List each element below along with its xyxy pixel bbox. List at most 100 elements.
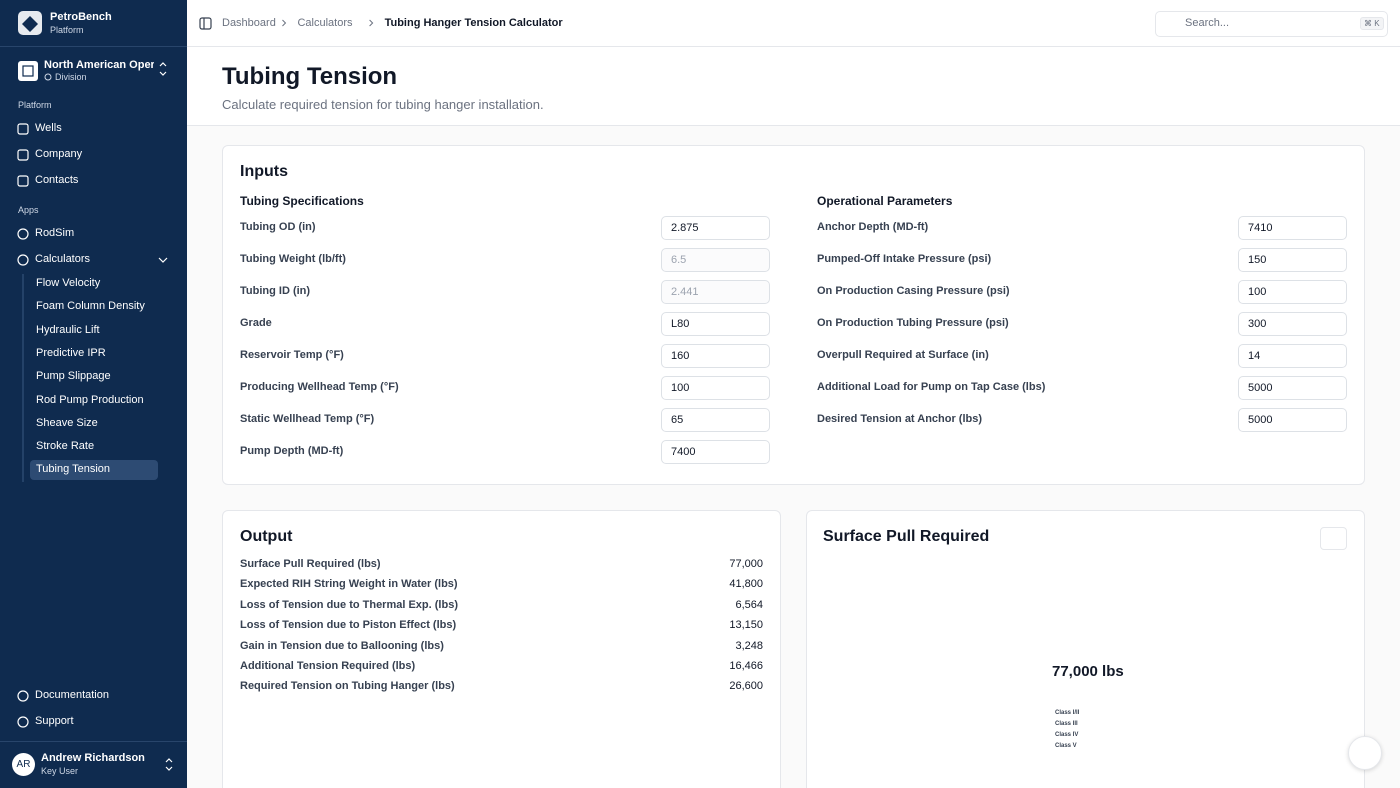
field-label: Anchor Depth (MD-ft) bbox=[817, 221, 929, 233]
text-input[interactable]: 14 bbox=[1238, 344, 1347, 368]
output-label: Loss of Tension due to Piston Effect (lb… bbox=[240, 619, 457, 632]
output-label: Expected RIH String Weight in Water (lbs… bbox=[240, 578, 458, 591]
output-value: 3,248 bbox=[735, 639, 763, 652]
field-label: Tubing Weight (lb/ft) bbox=[240, 253, 346, 265]
sub-nav-item[interactable]: Pump Slippage bbox=[36, 370, 111, 383]
brand-sub: Platform bbox=[50, 25, 84, 35]
search-box[interactable] bbox=[1155, 11, 1388, 37]
field-label: Static Wellhead Temp (°F) bbox=[240, 413, 375, 425]
field-label: Grade bbox=[240, 317, 272, 329]
sidebar-toggle bbox=[199, 17, 212, 30]
section-label: Apps bbox=[18, 205, 39, 215]
output-label: Loss of Tension due to Thermal Exp. (lbs… bbox=[240, 598, 458, 611]
group-title: Tubing Specifications bbox=[240, 194, 364, 208]
section-label: Platform bbox=[18, 100, 52, 110]
org-name: North American Opera bbox=[44, 59, 154, 71]
sub-nav-item[interactable]: Tubing Tension bbox=[36, 463, 110, 476]
select[interactable]: L80 bbox=[661, 312, 770, 336]
text-input[interactable]: 100 bbox=[1238, 280, 1347, 304]
output-label: Additional Tension Required (lbs) bbox=[240, 660, 416, 672]
text-input[interactable]: 100 bbox=[661, 376, 770, 400]
breadcrumb-sep bbox=[369, 19, 374, 27]
nav-item[interactable]: RodSim bbox=[35, 227, 75, 239]
card-title: Output bbox=[240, 528, 293, 545]
gauge-card bbox=[806, 510, 1365, 788]
nav-item[interactable]: Wells bbox=[35, 122, 62, 134]
nav-icon bbox=[17, 123, 29, 135]
field-label: Pump Depth (MD-ft) bbox=[240, 445, 344, 457]
sub-nav-item[interactable]: Stroke Rate bbox=[36, 440, 95, 453]
sub-nav-item[interactable]: Sheave Size bbox=[36, 416, 98, 429]
text-input[interactable]: 5000 bbox=[1238, 376, 1347, 400]
field-label: On Production Casing Pressure (psi) bbox=[817, 285, 1010, 297]
field-label: Producing Wellhead Temp (°F) bbox=[240, 381, 399, 393]
nav-item[interactable]: Company bbox=[35, 148, 83, 160]
divider bbox=[0, 46, 187, 47]
field-label: Desired Tension at Anchor (lbs) bbox=[817, 413, 983, 425]
field-label: Overpull Required at Surface (in) bbox=[817, 349, 989, 361]
text-input[interactable]: 7400 bbox=[661, 440, 770, 464]
nav-icon bbox=[17, 716, 29, 728]
org-sub: Division bbox=[55, 72, 87, 82]
text-input[interactable]: 300 bbox=[1238, 312, 1347, 336]
text-input[interactable]: 150 bbox=[1238, 248, 1347, 272]
text-input[interactable]: 160 bbox=[661, 344, 770, 368]
text-input[interactable]: 65 bbox=[661, 408, 770, 432]
breadcrumb[interactable]: Dashboard bbox=[222, 17, 276, 29]
legend-label: Class III bbox=[1055, 721, 1078, 727]
field-label: Tubing OD (in) bbox=[240, 221, 316, 233]
active-bg bbox=[30, 460, 158, 481]
brand-mark bbox=[22, 16, 38, 32]
user-role: Key User bbox=[41, 766, 79, 776]
gauge-reading: 77,000 lbs bbox=[1052, 663, 1124, 680]
org-icon bbox=[18, 61, 38, 81]
output-label: Required Tension on Tubing Hanger (lbs) bbox=[240, 680, 455, 693]
page-title: Tubing Tension bbox=[222, 63, 398, 90]
nav-item[interactable]: Calculators bbox=[35, 253, 91, 265]
sub-nav-item[interactable]: Predictive IPR bbox=[36, 346, 106, 359]
sub-nav-item[interactable]: Hydraulic Lift bbox=[36, 323, 100, 336]
output-value: 41,800 bbox=[729, 578, 763, 591]
text-input: 6.5 bbox=[661, 248, 770, 272]
legend-label: Class I/II bbox=[1055, 710, 1080, 716]
output-value: 16,466 bbox=[729, 660, 763, 672]
breadcrumb-sep bbox=[282, 19, 287, 27]
nav-icon bbox=[17, 254, 29, 266]
user-name: Andrew Richardson bbox=[41, 752, 145, 764]
topbar-divider bbox=[187, 46, 1400, 47]
nav-item[interactable]: Documentation bbox=[35, 689, 109, 701]
group-title: Operational Parameters bbox=[817, 194, 953, 208]
shortcut: ⌘ K bbox=[1360, 17, 1384, 30]
text-input: 2.441 bbox=[661, 280, 770, 304]
inputs-card bbox=[222, 145, 1365, 485]
search-placeholder: Search... bbox=[1185, 17, 1230, 29]
text-input[interactable]: 7410 bbox=[1238, 216, 1347, 240]
avatar: AR bbox=[12, 753, 35, 776]
field-label: Pumped-Off Intake Pressure (psi) bbox=[817, 253, 992, 265]
select[interactable]: 2.875 bbox=[661, 216, 770, 240]
output-label: Gain in Tension due to Ballooning (lbs) bbox=[240, 639, 444, 652]
output-value: 13,150 bbox=[729, 619, 763, 632]
nav-icon bbox=[17, 690, 29, 702]
brand-name: PetroBench bbox=[50, 11, 112, 23]
nav-icon bbox=[17, 175, 29, 187]
expand-button[interactable] bbox=[1320, 527, 1347, 550]
sub-nav-item[interactable]: Foam Column Density bbox=[36, 300, 145, 313]
org-sub-icon bbox=[44, 73, 52, 81]
help-button[interactable] bbox=[1348, 736, 1382, 770]
field-label: On Production Tubing Pressure (psi) bbox=[817, 317, 1009, 329]
breadcrumb: Tubing Hanger Tension Calculator bbox=[384, 17, 563, 29]
nav-item[interactable]: Support bbox=[35, 715, 74, 727]
divider bbox=[0, 741, 187, 742]
sub-nav-item[interactable]: Flow Velocity bbox=[36, 277, 101, 289]
org-icon-inner bbox=[22, 65, 34, 77]
nav-item[interactable]: Contacts bbox=[35, 174, 79, 186]
field-label: Tubing ID (in) bbox=[240, 285, 311, 297]
text-input[interactable]: 5000 bbox=[1238, 408, 1347, 432]
legend-label: Class IV bbox=[1055, 732, 1079, 738]
chevron bbox=[158, 257, 168, 263]
breadcrumb[interactable]: Calculators bbox=[297, 17, 353, 29]
sub-nav-item[interactable]: Rod Pump Production bbox=[36, 393, 144, 406]
output-value: 77,000 bbox=[729, 558, 763, 570]
